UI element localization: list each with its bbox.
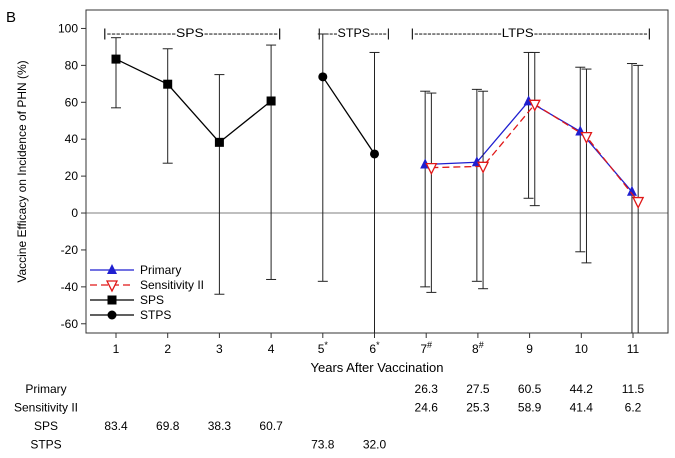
series-primary [420, 51, 637, 333]
legend-marker [107, 310, 117, 320]
table-cell: 60.5 [518, 382, 542, 396]
x-tick-label: 1 [113, 342, 120, 356]
x-tick-label: 2 [164, 342, 171, 356]
y-tick-label: 20 [65, 169, 79, 183]
table-cell: 69.8 [156, 419, 180, 433]
table-cell: 25.3 [466, 401, 490, 415]
y-tick-label: 100 [58, 21, 78, 35]
data-point [580, 131, 593, 145]
data-point [477, 161, 490, 174]
legend-label: Primary [140, 263, 181, 277]
table-cell: 11.5 [622, 382, 645, 396]
series-sensitivity-ii [425, 51, 645, 333]
x-tick-label: 4 [268, 342, 275, 356]
y-tick-label: 0 [71, 206, 78, 220]
legend-marker [107, 295, 117, 305]
legend-marker [105, 280, 119, 293]
series-sps [111, 37, 277, 295]
x-tick-label: 7# [420, 340, 432, 356]
legend-marker [107, 264, 117, 274]
table-cell: 41.4 [570, 401, 594, 415]
data-point [528, 99, 541, 112]
study-period-label: |--------------------LTPS---------------… [411, 26, 651, 40]
table-cell: 26.3 [415, 382, 439, 396]
table-cell: 73.8 [311, 438, 335, 452]
x-tick-label: 6* [369, 340, 380, 356]
table-cell: 24.6 [415, 401, 439, 415]
table-cell: 6.2 [625, 401, 642, 415]
data-point [214, 137, 224, 147]
x-axis-label: Years After Vaccination [311, 360, 444, 375]
y-axis-label: Vaccine Efficacy on Incidence of PHN (%) [15, 60, 29, 282]
table-cell: 27.5 [466, 382, 490, 396]
data-point [266, 96, 276, 106]
table-row-label: SPS [34, 419, 58, 433]
x-tick-label: 8# [472, 340, 484, 356]
x-tick-label: 10 [575, 342, 589, 356]
x-tick-label: 11 [627, 342, 640, 356]
y-tick-label: -40 [61, 280, 79, 294]
study-period-label: |----STPS----| [318, 26, 390, 40]
data-point [318, 72, 328, 82]
table-row-label: Primary [25, 382, 66, 396]
plot-frame [85, 9, 669, 334]
study-period-label: |---------------SPS----------------| [103, 26, 281, 40]
legend-label: SPS [140, 293, 164, 307]
series-line [322, 76, 376, 155]
y-tick-label: 60 [65, 95, 79, 109]
data-point [163, 79, 173, 89]
table-row-label: STPS [30, 438, 61, 452]
series-stps [317, 33, 380, 333]
data-point [632, 196, 645, 210]
series-line [115, 58, 272, 144]
x-tick-label: 3 [216, 342, 223, 356]
data-point [626, 185, 637, 196]
table-cell: 60.7 [259, 419, 283, 433]
panel-label: B [6, 9, 16, 26]
legend-label: STPS [140, 308, 171, 322]
y-tick-label: -20 [61, 243, 79, 257]
table-cell: 58.9 [518, 401, 542, 415]
data-point [111, 54, 121, 64]
table-row-label: Sensitivity II [14, 401, 78, 415]
table-cell: 32.0 [363, 438, 387, 452]
y-tick-label: -60 [61, 317, 79, 331]
table-cell: 83.4 [104, 419, 128, 433]
legend-label: Sensitivity II [140, 278, 204, 292]
y-tick-label: 80 [65, 58, 79, 72]
x-tick-label: 5* [318, 340, 329, 356]
data-point [425, 162, 438, 176]
table-cell: 44.2 [570, 382, 594, 396]
data-point [370, 149, 379, 159]
table-cell: 38.3 [208, 419, 232, 433]
y-tick-label: 40 [65, 132, 79, 146]
x-tick-label: 9 [526, 342, 533, 356]
